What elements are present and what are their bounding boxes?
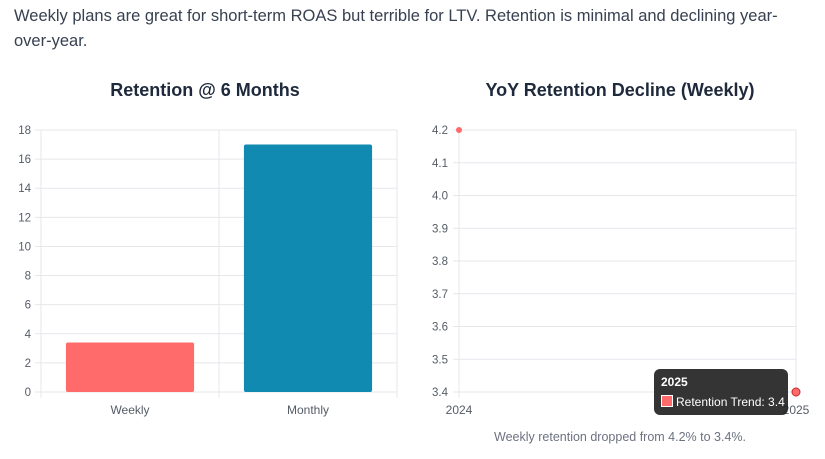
line-y-tick-label: 3.5 [432, 354, 448, 366]
line-y-tick-label: 3.7 [432, 289, 448, 301]
bar-chart-title: Retention @ 6 Months [110, 80, 300, 100]
bar-y-tick-label: 8 [25, 271, 31, 283]
line-y-tick-label: 3.9 [432, 223, 448, 235]
intro-text: Weekly plans are great for short-term RO… [14, 7, 778, 50]
bar-y-tick-label: 4 [25, 329, 32, 341]
line-y-tick-label: 4.0 [432, 191, 448, 203]
tooltip-label: Retention Trend: 3.4 [676, 395, 785, 409]
bar-y-tick-label: 0 [25, 387, 31, 399]
data-tooltip: 2025 Retention Trend: 3.4 [654, 369, 788, 415]
line-x-tick-label: 2024 [446, 403, 473, 417]
bar-y-tick-label: 2 [25, 358, 31, 370]
line-y-tick-label: 3.8 [432, 256, 448, 268]
line-point [456, 127, 462, 133]
line-y-tick-label: 3.4 [432, 387, 449, 399]
line-y-tick-label: 3.6 [432, 322, 448, 334]
tooltip-title: 2025 [661, 375, 688, 389]
tooltip-body: Retention Trend: 3.4 [661, 395, 785, 409]
line-point [791, 387, 801, 397]
line-y-tick-label: 4.1 [432, 158, 448, 170]
line-chart-caption: Weekly retention dropped from 4.2% to 3.… [494, 430, 746, 444]
bar-y-tick-label: 10 [18, 241, 31, 253]
bar-y-tick-label: 16 [18, 154, 31, 166]
bar-x-tick-label: Weekly [110, 403, 149, 417]
series-swatch-icon [661, 395, 673, 407]
line-x-tick-label: 2025 [783, 403, 810, 417]
bar-y-tick-label: 6 [25, 300, 31, 312]
bar-x-tick-label: Monthly [287, 403, 329, 417]
line-chart-title: YoY Retention Decline (Weekly) [485, 80, 755, 100]
bar-monthly [243, 144, 373, 392]
bar-y-tick-label: 18 [18, 125, 31, 137]
line-y-tick-label: 4.2 [432, 125, 448, 137]
bar-y-tick-label: 12 [18, 212, 31, 224]
bar-weekly [65, 342, 195, 392]
bar-y-tick-label: 14 [18, 183, 31, 195]
